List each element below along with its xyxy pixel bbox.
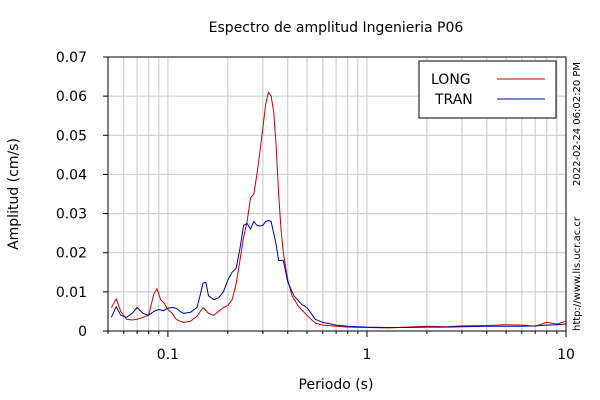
y-axis-label: Amplitud (cm/s) [6,138,22,250]
x-ticks: 0.1 1 10 [107,331,575,363]
legend: LONG TRAN [418,60,557,119]
series-layer [110,91,567,329]
legend-label-long: LONG [431,72,471,88]
timestamp: 2022-02-24 06:02:20 PM [572,62,583,186]
chart-title: Espectro de amplitud Ingenieria P06 [209,20,464,36]
y-tick-label: 0.05 [56,128,87,144]
y-tick-label: 0.02 [56,246,87,262]
legend-box [418,60,557,119]
x-axis-label: Periodo (s) [299,377,374,393]
y-tick-label: 0 [78,324,87,340]
x-tick-label: 0.1 [157,347,179,363]
x-tick-label: 1 [362,347,371,363]
series-line-long [110,91,567,329]
grid [108,57,566,331]
plot-frame [107,56,567,332]
x-tick-label: 10 [557,347,575,363]
y-tick-label: 0.07 [56,50,87,66]
legend-label-tran: TRAN [434,92,473,108]
y-ticks: 0 0.01 0.02 0.03 0.04 0.05 0.06 0.07 [56,50,108,340]
y-tick-label: 0.04 [56,167,87,183]
y-tick-label: 0.01 [56,285,87,301]
y-tick-label: 0.06 [56,89,87,105]
series-line-tran [110,220,567,328]
source-url: http://www.lis.ucr.ac.cr [572,216,583,331]
y-tick-label: 0.03 [56,207,87,223]
